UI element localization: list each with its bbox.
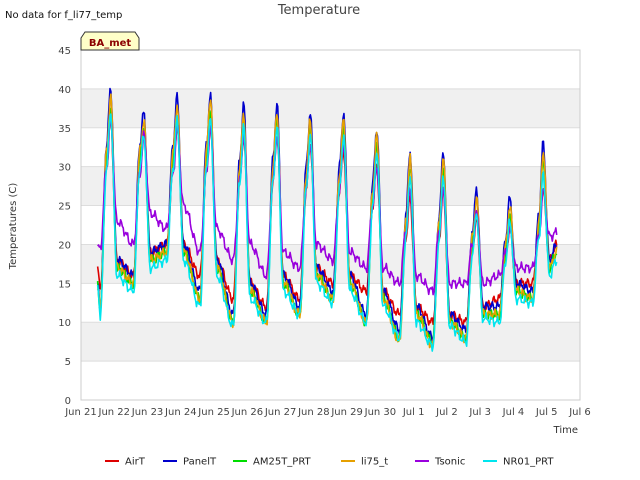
x-tick-label: Jun 26 <box>231 407 264 418</box>
x-tick-label: Jul 6 <box>568 407 591 418</box>
x-tick-label: Jun 22 <box>98 407 131 418</box>
y-tick-label: 5 <box>65 357 71 368</box>
x-tick-label: Jul 3 <box>468 407 491 418</box>
legend-item: NR01_PRT <box>483 457 554 468</box>
annotation-badge: BA_met <box>80 31 140 51</box>
legend-label: Tsonic <box>434 457 465 468</box>
y-tick-label: 45 <box>58 46 71 57</box>
y-tick-label: 25 <box>58 202 71 213</box>
series-layer <box>96 87 558 352</box>
legend-label: PanelT <box>183 457 217 468</box>
x-tick-label: Jun 24 <box>164 407 197 418</box>
no-data-note: No data for f_li77_temp <box>5 10 122 21</box>
x-tick-label: Jun 21 <box>64 407 97 418</box>
chart-title: Temperature <box>277 3 360 18</box>
legend-item: AM25T_PRT <box>233 457 312 468</box>
band <box>81 322 580 362</box>
x-tick-label: Jul 1 <box>402 407 425 418</box>
legend: AirT PanelT AM25T_PRT li75_t Tsonic NR01_PRT <box>105 457 554 468</box>
legend-label: li75_t <box>361 457 388 468</box>
x-tick-label: Jun 29 <box>330 407 363 418</box>
y-tick-label: 35 <box>58 124 71 135</box>
legend-item: Tsonic <box>415 457 465 468</box>
y-tick-label: 0 <box>65 396 71 407</box>
x-tick-label: Jul 4 <box>502 407 525 418</box>
x-tick-label: Jul 5 <box>535 407 558 418</box>
x-tick-label: Jun 30 <box>364 407 397 418</box>
y-tick-label: 20 <box>58 240 71 251</box>
legend-item: PanelT <box>163 457 217 468</box>
legend-item: AirT <box>105 457 146 468</box>
y-tick-labels: 0 5 10 15 20 25 30 35 40 45 <box>58 46 71 407</box>
y-tick-label: 10 <box>58 318 71 329</box>
background-bands <box>81 88 580 362</box>
x-axis-label: Time <box>553 425 578 436</box>
legend-label: AirT <box>125 457 146 468</box>
legend-item: li75_t <box>341 457 388 468</box>
legend-label: NR01_PRT <box>503 457 554 468</box>
x-tick-label: Jun 27 <box>264 407 297 418</box>
x-tick-label: Jun 28 <box>297 407 330 418</box>
y-tick-label: 40 <box>58 85 71 96</box>
x-tick-label: Jun 23 <box>131 407 164 418</box>
x-tick-label: Jun 25 <box>197 407 230 418</box>
legend-label: AM25T_PRT <box>253 457 312 468</box>
plot-frame <box>80 49 581 401</box>
annotation-badge-label: BA_met <box>89 38 132 49</box>
annotation-badge-box <box>80 31 140 51</box>
band <box>81 88 580 128</box>
band <box>81 166 580 206</box>
series-line-nr01-prt <box>96 113 558 352</box>
x-tick-label: Jul 2 <box>435 407 458 418</box>
x-tick-labels: Jun 21 Jun 22 Jun 23 Jun 24 Jun 25 Jun 26 Jun … <box>64 407 591 418</box>
y-tick-label: 30 <box>58 163 71 174</box>
y-tick-label: 15 <box>58 279 71 290</box>
y-axis-label: Temperatures (C) <box>8 183 19 271</box>
